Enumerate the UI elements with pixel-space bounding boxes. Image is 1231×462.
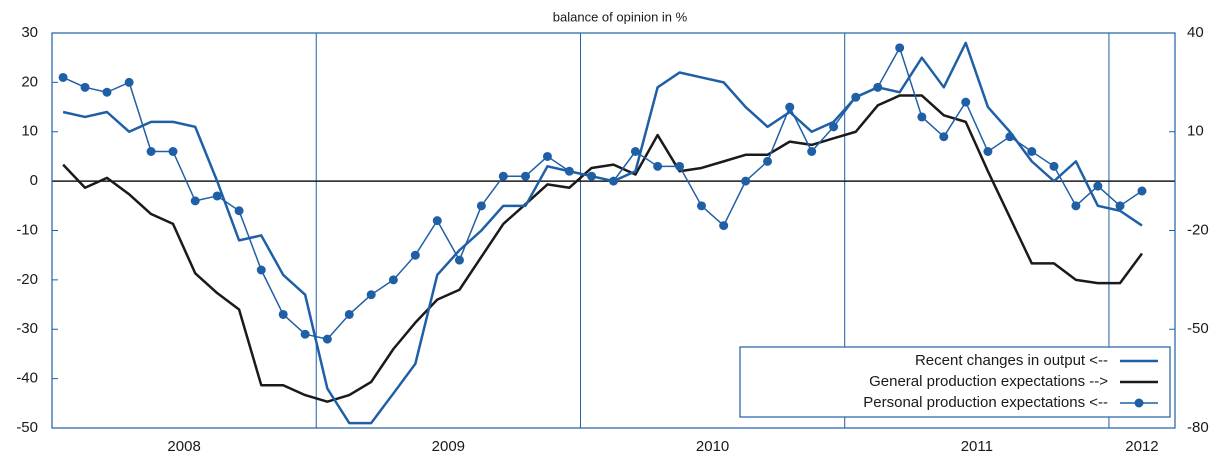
data-point — [1027, 147, 1037, 156]
data-point — [410, 250, 420, 260]
y2-tick-label: -80 — [1187, 419, 1209, 436]
data-point — [454, 255, 464, 265]
data-point — [917, 112, 927, 122]
legend-marker — [1134, 398, 1144, 408]
legend-box — [739, 346, 1171, 418]
data-point — [653, 161, 663, 171]
y-tick-label: 0 — [30, 172, 38, 189]
data-point — [212, 191, 222, 201]
data-point — [785, 102, 795, 112]
data-point — [873, 82, 883, 92]
y-tick-label: -10 — [16, 221, 38, 238]
data-point — [102, 87, 112, 97]
data-point — [961, 97, 971, 107]
data-point — [1093, 181, 1103, 191]
y-tick-label: 30 — [21, 24, 38, 41]
data-point — [895, 43, 905, 53]
x-tick-label: 2011 — [961, 438, 993, 455]
data-point — [719, 221, 729, 231]
y-tick-label: -40 — [16, 370, 38, 387]
data-point — [829, 122, 839, 132]
y-tick-label: -20 — [16, 271, 38, 288]
data-point — [542, 151, 552, 161]
legend: Recent changes in output <-- General prod… — [739, 346, 1171, 418]
data-point — [366, 290, 376, 300]
data-point — [1005, 132, 1015, 142]
x-tick-label: 2010 — [696, 438, 729, 455]
data-point — [521, 171, 531, 181]
data-point — [851, 92, 861, 102]
data-point — [763, 156, 773, 166]
data-point — [146, 147, 156, 156]
y2-tick-label: -50 — [1187, 320, 1209, 337]
data-point — [609, 176, 618, 186]
data-point — [587, 171, 597, 181]
data-point — [1049, 161, 1059, 171]
legend-label: Personal production expectations <-- — [863, 394, 1108, 411]
data-point — [983, 147, 993, 156]
data-point — [234, 206, 244, 216]
y2-tick-label: -20 — [1187, 221, 1209, 238]
data-point — [696, 201, 706, 211]
data-point — [1137, 186, 1147, 196]
y-tick-label: -30 — [16, 320, 38, 337]
data-point — [300, 329, 310, 339]
data-point — [807, 147, 817, 156]
data-point — [190, 196, 200, 206]
data-point — [1115, 201, 1125, 211]
y-tick-label: 20 — [21, 73, 38, 90]
y-tick-label: 10 — [21, 123, 38, 140]
data-point — [476, 201, 486, 211]
data-point — [432, 216, 442, 226]
data-point — [498, 171, 508, 181]
x-tick-label: 2008 — [167, 438, 200, 455]
plot-frame — [51, 32, 1176, 429]
data-point — [256, 265, 266, 275]
y2-tick-label: 40 — [1187, 24, 1204, 41]
data-point — [168, 147, 178, 156]
y2-tick-label: 10 — [1187, 123, 1204, 140]
x-tick-label: 2009 — [432, 438, 465, 455]
chart-title: balance of opinion in % — [553, 9, 688, 24]
data-point — [1071, 201, 1081, 211]
data-point — [278, 309, 288, 319]
data-point — [388, 275, 398, 285]
y-tick-label: -50 — [16, 419, 38, 436]
series-line — [62, 47, 1143, 340]
data-point — [675, 161, 685, 171]
data-point — [564, 166, 574, 176]
legend-label: General production expectations --> — [869, 373, 1108, 390]
data-point — [741, 176, 751, 186]
data-point — [80, 82, 90, 92]
x-tick-label: 2012 — [1125, 438, 1158, 455]
data-point — [344, 309, 354, 319]
data-point — [630, 147, 640, 156]
data-point — [58, 72, 68, 82]
series-line — [62, 94, 1143, 403]
legend-label: Recent changes in output <-- — [915, 352, 1108, 369]
data-point — [124, 77, 134, 87]
data-point — [322, 334, 332, 344]
data-point — [939, 132, 949, 142]
